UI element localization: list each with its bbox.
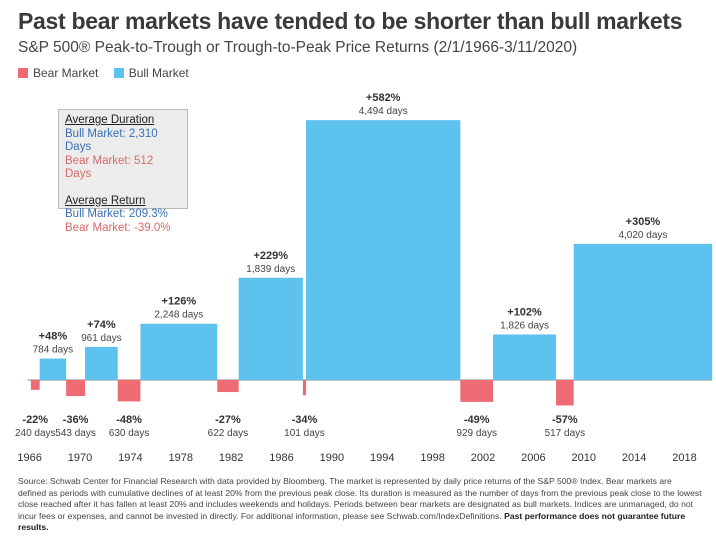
data-labels-group: -22% 240 days +48% 784 days -36% 543 days +74%…: [15, 92, 667, 439]
x-tick-label-1998: 1998: [420, 452, 444, 464]
bull-days-label-13: 4,020 days: [618, 230, 667, 241]
x-tick-label-1994: 1994: [370, 452, 394, 464]
x-tick-label-1970: 1970: [68, 452, 92, 464]
bear-bar-2: [66, 380, 86, 397]
bear-return-label-10: -49%: [464, 414, 490, 426]
bull-bar-9: [306, 120, 461, 381]
bull-return-label-13: +305%: [626, 216, 661, 228]
chart-title: Past bear markets have tended to be shor…: [18, 8, 683, 34]
bear-days-label-0: 240 days: [15, 428, 56, 439]
chart-subtitle: S&P 500® Peak-to-Trough or Trough-to-Pea…: [18, 39, 578, 56]
bear-bar-10: [460, 380, 494, 402]
bear-bar-12: [556, 380, 574, 406]
x-tick-label-2014: 2014: [622, 452, 646, 464]
bull-return-label-7: +229%: [253, 250, 288, 262]
bull-return-label-11: +102%: [507, 306, 542, 318]
bull-bar-13: [573, 243, 713, 380]
average-bull-duration: Bull Market: 2,310 Days: [65, 127, 158, 154]
bull-days-label-3: 961 days: [81, 333, 122, 344]
x-tick-label-2010: 2010: [572, 452, 596, 464]
x-tick-label-1974: 1974: [118, 452, 142, 464]
bear-return-label-8: -34%: [292, 414, 318, 426]
bull-bar-7: [238, 277, 303, 380]
average-return-heading: Average Return: [65, 194, 146, 207]
x-tick-label-2002: 2002: [471, 452, 495, 464]
x-tick-label-1986: 1986: [269, 452, 293, 464]
x-tick-label-1978: 1978: [168, 452, 192, 464]
bear-days-label-10: 929 days: [456, 428, 497, 439]
legend-bear-label: Bear Market: [33, 66, 99, 80]
bull-bar-11: [493, 334, 557, 380]
bear-return-label-4: -48%: [116, 414, 142, 426]
bull-bar-5: [140, 323, 218, 380]
bear-days-label-2: 543 days: [55, 428, 96, 439]
bull-swatch-icon: [113, 68, 124, 78]
legend-item-bear: Bear Market: [18, 66, 98, 80]
bear-days-label-12: 517 days: [545, 428, 586, 439]
bull-days-label-7: 1,839 days: [246, 264, 295, 275]
bear-days-label-4: 630 days: [109, 428, 150, 439]
averages-box: Average Duration Bull Market: 2,310 Days…: [58, 109, 188, 234]
bull-days-label-11: 1,826 days: [500, 320, 549, 331]
bull-return-label-9: +582%: [366, 92, 401, 104]
bull-bar-1: [39, 358, 67, 380]
bear-bar-8: [302, 380, 307, 396]
average-bear-duration: Bear Market: 512 Days: [65, 154, 154, 181]
bear-return-label-0: -22%: [22, 414, 48, 426]
bear-bar-4: [117, 380, 141, 402]
bear-return-label-6: -27%: [215, 414, 241, 426]
bull-days-label-5: 2,248 days: [154, 310, 203, 321]
bars-group: [30, 120, 713, 406]
x-tick-label-2018: 2018: [672, 452, 696, 464]
bear-swatch-icon: [18, 68, 28, 78]
bear-days-label-6: 622 days: [208, 428, 249, 439]
bear-days-label-8: 101 days: [284, 428, 325, 439]
legend: Bear Market Bull Market: [18, 66, 201, 81]
footnote-text: Source: Schwab Center for Financial Rese…: [18, 476, 702, 521]
legend-item-bull: Bull Market: [113, 66, 189, 80]
x-tick-label-1982: 1982: [219, 452, 243, 464]
average-bull-return: Bull Market: 209.3%: [65, 208, 168, 220]
bear-bar-6: [217, 380, 239, 393]
bear-return-label-2: -36%: [63, 414, 89, 426]
bull-days-label-1: 784 days: [33, 345, 74, 356]
footnote-disclaimer: Past performance does not guarantee futu…: [18, 510, 686, 533]
bull-days-label-9: 4,494 days: [359, 106, 408, 117]
source-footnote: Source: Schwab Center for Financial Rese…: [18, 476, 702, 534]
legend-bull-label: Bull Market: [128, 66, 189, 80]
bull-return-label-5: +126%: [162, 296, 197, 308]
x-tick-label-1990: 1990: [320, 452, 344, 464]
bull-return-label-3: +74%: [87, 319, 116, 331]
x-ticks-group: 1966 1970 1974 1978 1982 1986 1990 1994 1998 2002…: [17, 452, 696, 464]
bear-bar-0: [30, 380, 40, 390]
bull-bar-3: [85, 346, 118, 380]
bear-return-label-12: -57%: [552, 414, 578, 426]
x-tick-label-2006: 2006: [521, 452, 545, 464]
average-duration-heading: Average Duration: [65, 114, 155, 126]
x-tick-label-1966: 1966: [17, 452, 41, 464]
bull-return-label-1: +48%: [39, 331, 68, 343]
average-bear-return: Bear Market: -39.0%: [65, 221, 171, 234]
